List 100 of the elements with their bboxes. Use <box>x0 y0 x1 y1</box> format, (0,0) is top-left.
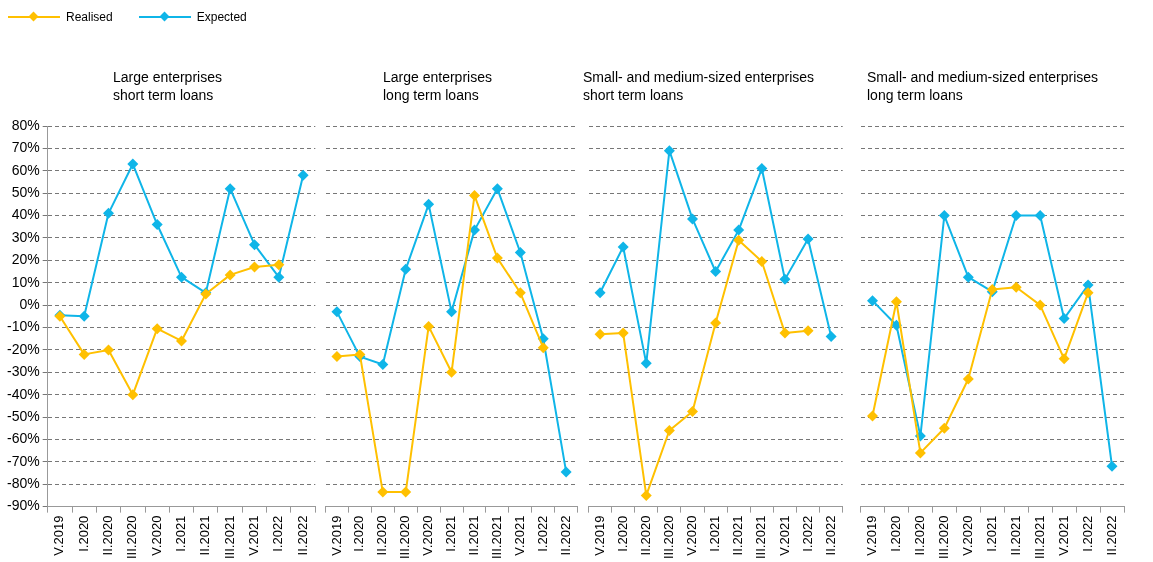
point <box>866 410 878 422</box>
point <box>176 335 187 347</box>
x-tick-label: V.2021 <box>246 515 262 556</box>
x-tick-label: II.2021 <box>466 515 482 556</box>
x-tick-label: III.2020 <box>935 515 951 560</box>
x-tick-label: I.2021 <box>173 515 189 552</box>
point <box>400 486 412 498</box>
point <box>938 210 950 222</box>
x-tick-label: I.2020 <box>75 515 91 552</box>
y-tick-label: 70% <box>11 139 40 156</box>
point <box>273 271 285 283</box>
point <box>962 271 974 283</box>
point <box>914 447 926 459</box>
point <box>127 158 139 170</box>
x-tick-label: V.2019 <box>51 515 67 556</box>
point <box>423 320 435 332</box>
x-tick-label: I.2020 <box>614 515 630 552</box>
point <box>297 169 309 181</box>
x-tick-label: I.2020 <box>351 515 367 552</box>
point <box>866 295 878 307</box>
point <box>938 422 950 434</box>
y-tick-label: 20% <box>11 251 40 268</box>
point <box>663 145 675 157</box>
y-tick-label: -10% <box>7 318 40 335</box>
point <box>756 255 768 267</box>
point <box>491 252 503 264</box>
y-tick-label: -20% <box>7 340 40 357</box>
point <box>1010 210 1022 222</box>
point <box>248 261 260 273</box>
x-tick-label: V.2020 <box>148 515 164 556</box>
y-tick-label: -90% <box>7 497 40 514</box>
point <box>617 327 629 339</box>
x-tick-label: II.2020 <box>637 515 653 556</box>
point <box>446 366 458 378</box>
y-tick-label: 60% <box>11 161 40 178</box>
y-tick-label: -40% <box>7 385 40 402</box>
point <box>594 287 606 299</box>
point <box>594 328 606 340</box>
point <box>423 198 435 210</box>
point <box>756 163 768 175</box>
point <box>617 241 629 253</box>
legend-label: Realised <box>66 10 113 24</box>
point <box>733 224 745 236</box>
point <box>468 189 480 201</box>
x-tick-label: II.2022 <box>557 515 573 556</box>
point <box>331 306 343 318</box>
x-tick-label: II.2020 <box>374 515 390 556</box>
x-tick-label: III.2020 <box>660 515 676 560</box>
point <box>1106 460 1118 472</box>
point <box>1034 299 1046 311</box>
x-tick-label: I.2021 <box>443 515 459 552</box>
y-tick-label: -60% <box>7 430 40 447</box>
point <box>127 389 139 401</box>
point <box>514 287 526 299</box>
x-tick-label: II.2022 <box>294 515 310 556</box>
x-tick-label: II.2021 <box>1007 515 1023 556</box>
x-tick-label: II.2022 <box>1103 515 1119 556</box>
x-tick-label: I.2022 <box>1079 515 1095 552</box>
point <box>640 357 652 369</box>
x-tick-label: V.2019 <box>591 515 607 556</box>
x-tick-label: V.2020 <box>684 515 700 556</box>
chart-title: Large enterprises short term loans <box>113 68 222 104</box>
chart-title: Small- and medium-sized enterprises short term loans <box>583 68 815 104</box>
x-tick-label: II.2020 <box>911 515 927 556</box>
point <box>151 323 163 335</box>
x-tick-label: V.2019 <box>328 515 344 556</box>
point <box>103 344 115 356</box>
x-tick-label: III.2020 <box>397 515 413 560</box>
x-tick-label: I.2021 <box>983 515 999 552</box>
point <box>400 263 412 275</box>
point <box>537 342 549 354</box>
x-tick-label: V.2019 <box>864 515 880 556</box>
point <box>802 325 814 337</box>
x-tick-label: I.2022 <box>534 515 550 552</box>
point <box>686 405 698 417</box>
point <box>710 266 722 278</box>
point <box>331 351 343 363</box>
x-tick-label: V.2020 <box>420 515 436 556</box>
y-tick-label: 80% <box>11 116 40 133</box>
point <box>78 310 90 322</box>
x-tick-label: I.2020 <box>888 515 904 552</box>
point <box>802 233 814 245</box>
x-tick-label: III.2020 <box>124 515 140 560</box>
x-tick-label: V.2021 <box>511 515 527 556</box>
y-tick-label: 40% <box>11 206 40 223</box>
x-tick-label: II.2020 <box>100 515 116 556</box>
point <box>1034 210 1046 222</box>
x-tick-label: I.2022 <box>270 515 286 552</box>
legend-label: Expected <box>196 10 247 24</box>
point <box>779 327 791 339</box>
point <box>640 489 652 501</box>
y-tick-label: -30% <box>7 363 40 380</box>
x-tick-label: II.2021 <box>730 515 746 556</box>
point <box>248 239 260 251</box>
x-tick-label: III.2021 <box>488 515 504 560</box>
point <box>151 219 163 231</box>
x-tick-label: V.2020 <box>959 515 975 556</box>
point <box>1010 281 1022 293</box>
x-tick-label: II.2021 <box>197 515 213 556</box>
point <box>377 486 389 498</box>
